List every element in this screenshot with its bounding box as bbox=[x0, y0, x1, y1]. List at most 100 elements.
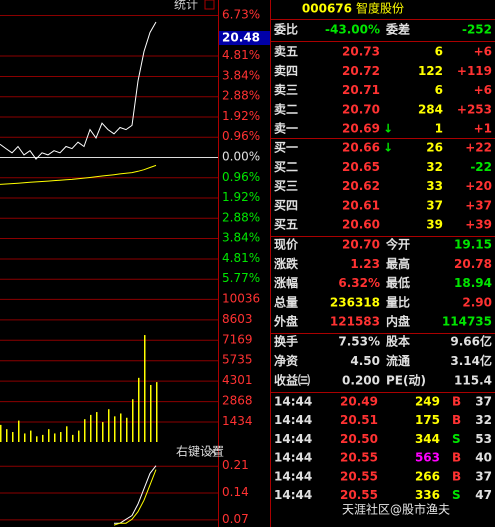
volume-bar bbox=[18, 420, 20, 442]
y-tick-label: 10036 bbox=[222, 291, 260, 305]
y-tick-label: 4.81% bbox=[222, 48, 260, 62]
trade-time: 14:44 bbox=[274, 413, 312, 427]
watermark: 天涯社区@股市渔夫 bbox=[342, 502, 450, 517]
y-tick-label: 5.77% bbox=[222, 271, 260, 285]
level-label: 卖四 bbox=[274, 63, 298, 78]
series-line bbox=[0, 164, 157, 185]
stat-value: 19.15 bbox=[454, 238, 492, 252]
volume-bar bbox=[12, 432, 14, 442]
trade-count: 40 bbox=[475, 451, 492, 465]
trade-volume: 175 bbox=[415, 413, 440, 427]
level-price: 20.72 bbox=[342, 64, 380, 78]
stat-value: 121583 bbox=[330, 315, 380, 329]
y-tick-label: 4301 bbox=[222, 373, 253, 387]
trade-price: 20.55 bbox=[340, 488, 378, 502]
finance-value: 7.53% bbox=[338, 335, 380, 349]
level-volume: 6 bbox=[435, 45, 443, 59]
indicator-close[interactable]: × bbox=[208, 445, 218, 459]
trade-volume: 266 bbox=[415, 469, 440, 483]
stat-value: 2.90 bbox=[462, 295, 492, 309]
y-tick-label: 0.96% bbox=[222, 170, 260, 184]
trade-time: 14:44 bbox=[274, 488, 312, 502]
level-label: 卖二 bbox=[274, 101, 298, 116]
finance-label: PE(动) bbox=[386, 374, 426, 388]
volume-bar bbox=[66, 426, 68, 442]
volume-bar bbox=[132, 399, 134, 442]
trade-side: S bbox=[452, 488, 461, 502]
trade-volume: 336 bbox=[415, 488, 440, 502]
finance-value: 3.14亿 bbox=[450, 353, 492, 368]
trade-volume: 563 bbox=[415, 451, 440, 465]
y-tick-label: 7169 bbox=[222, 332, 253, 346]
volume-bar bbox=[72, 434, 74, 442]
level-change: +20 bbox=[465, 179, 492, 193]
volume-bar bbox=[36, 436, 38, 442]
level-volume: 32 bbox=[426, 160, 443, 174]
y-tick-label: 2868 bbox=[222, 394, 253, 408]
stat-label: 总量 bbox=[274, 294, 298, 309]
stat-value: 1.23 bbox=[350, 257, 380, 271]
level-label: 卖三 bbox=[274, 82, 298, 97]
finance-label: 换手 bbox=[274, 334, 298, 349]
indicator-title[interactable]: 右键设置 bbox=[176, 444, 224, 459]
level-arrow: ↓ bbox=[383, 141, 393, 155]
stat-label: 最高 bbox=[386, 256, 410, 271]
level-volume: 37 bbox=[426, 198, 443, 212]
quote-panel: 委比 -43.00% 委差 -252 卖五 20.73 6 +6 卖四 20.72 122 +119 卖… bbox=[270, 19, 495, 517]
level-change: +37 bbox=[465, 198, 492, 212]
level-change: +39 bbox=[465, 218, 492, 232]
stats-button[interactable]: 统计 bbox=[174, 0, 198, 12]
level-arrow: ↓ bbox=[383, 122, 393, 136]
y-tick-label: 1.92% bbox=[222, 190, 260, 204]
level-volume: 284 bbox=[418, 102, 443, 116]
finance-value: 0.200 bbox=[342, 374, 380, 388]
trade-time: 14:44 bbox=[274, 451, 312, 465]
stat-value: 20.78 bbox=[454, 257, 492, 271]
level-change: +253 bbox=[457, 102, 492, 116]
stat-label: 内盘 bbox=[386, 314, 410, 329]
y-tick-label: 1.92% bbox=[222, 109, 260, 123]
cursor-box bbox=[219, 31, 270, 45]
volume-bar bbox=[126, 417, 128, 442]
volume-bar bbox=[42, 434, 44, 442]
label: 委差 bbox=[385, 22, 410, 37]
level-price: 20.62 bbox=[342, 179, 380, 193]
volume-bar bbox=[156, 382, 158, 442]
label: 委比 bbox=[273, 22, 298, 37]
trade-count: 47 bbox=[475, 488, 492, 502]
trade-time: 14:44 bbox=[274, 469, 312, 483]
value: -252 bbox=[462, 23, 492, 37]
trade-time: 14:44 bbox=[274, 395, 312, 409]
stat-label: 量比 bbox=[386, 294, 410, 309]
y-tick-label: 8603 bbox=[222, 312, 253, 326]
level-label: 买三 bbox=[274, 179, 298, 193]
level-price: 20.66 bbox=[342, 141, 380, 155]
trade-count: 37 bbox=[475, 469, 492, 483]
volume-bar bbox=[138, 377, 140, 442]
y-tick-label: 0.07 bbox=[222, 512, 249, 526]
trade-time: 14:44 bbox=[274, 432, 312, 446]
level-price: 20.71 bbox=[342, 83, 380, 97]
level-volume: 26 bbox=[426, 141, 443, 155]
stat-label: 最低 bbox=[386, 275, 410, 290]
level-change: +119 bbox=[457, 64, 492, 78]
level-label: 卖五 bbox=[274, 44, 298, 59]
stat-value: 236318 bbox=[330, 295, 380, 309]
level-change: -22 bbox=[470, 160, 492, 174]
stat-value: 20.70 bbox=[342, 238, 380, 252]
level-label: 买二 bbox=[274, 160, 298, 174]
trade-price: 20.50 bbox=[340, 432, 378, 446]
volume-bar bbox=[48, 429, 50, 442]
finance-label: 收益㈢ bbox=[274, 373, 310, 388]
y-tick-label: 6.73% bbox=[222, 8, 260, 22]
trade-side: S bbox=[452, 432, 461, 446]
level-volume: 122 bbox=[418, 64, 443, 78]
trade-volume: 344 bbox=[415, 432, 440, 446]
trade-count: 32 bbox=[475, 413, 492, 427]
volume-bar bbox=[0, 424, 2, 442]
close-box[interactable] bbox=[204, 0, 215, 10]
volume-bar bbox=[54, 433, 56, 442]
trade-price: 20.55 bbox=[340, 451, 378, 465]
